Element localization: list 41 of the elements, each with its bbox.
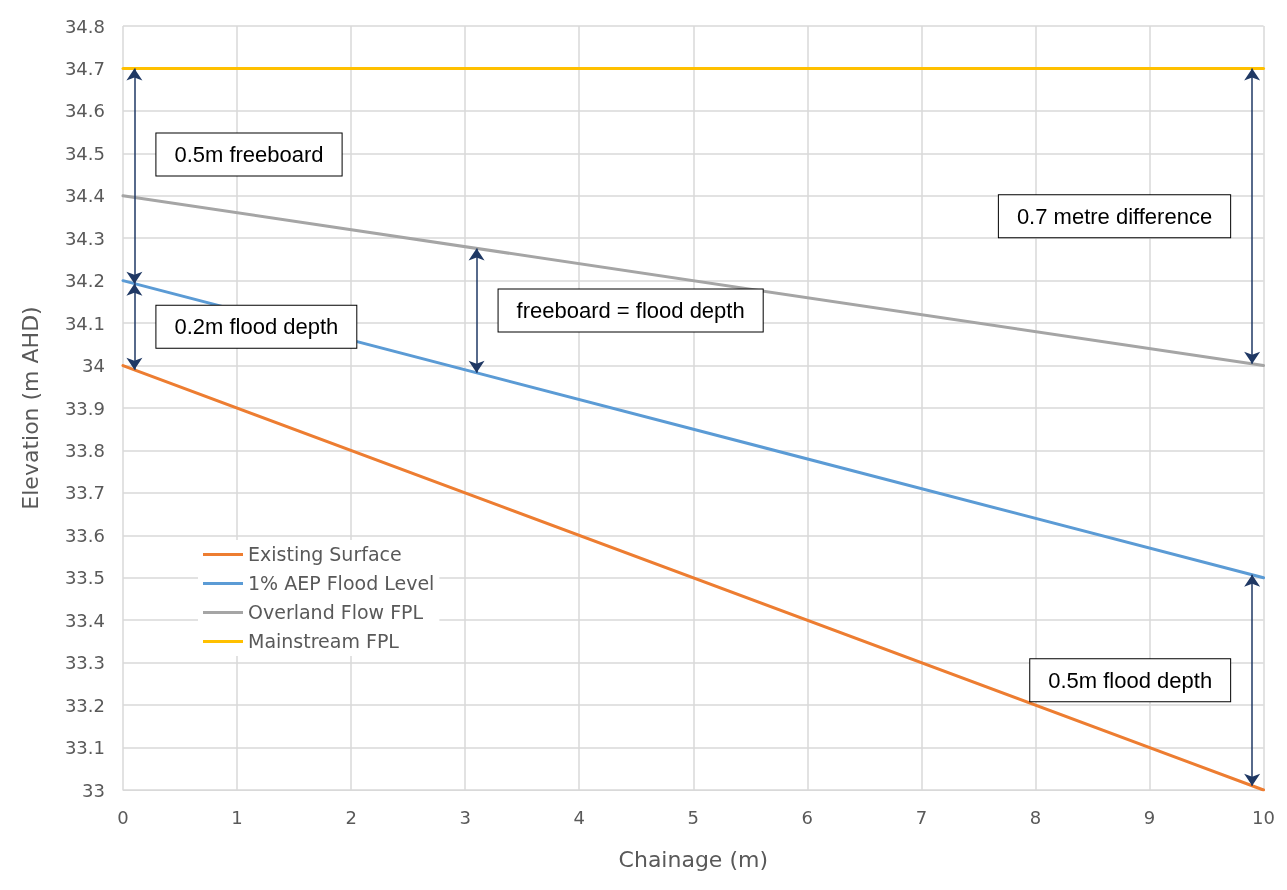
legend-label: Mainstream FPL xyxy=(248,630,400,653)
y-tick-label: 34.1 xyxy=(64,312,105,334)
x-tick-label: 7 xyxy=(915,806,928,828)
legend-label: 1% AEP Flood Level xyxy=(248,572,435,595)
x-tick-label: 8 xyxy=(1029,806,1042,828)
y-tick-label: 34.8 xyxy=(64,15,105,37)
y-axis-title: Elevation (m AHD) xyxy=(17,306,43,510)
y-tick-label: 34.3 xyxy=(64,227,105,249)
x-tick-label: 10 xyxy=(1252,806,1275,828)
annotation: 0.2m flood depth xyxy=(174,314,339,340)
y-tick-label: 33.4 xyxy=(64,609,105,631)
y-tick-label: 34.6 xyxy=(64,100,105,122)
y-tick-label: 34.2 xyxy=(64,270,105,292)
annotation: freeboard = flood depth xyxy=(516,298,745,324)
x-tick-label: 3 xyxy=(459,806,471,828)
y-tick-label: 33.7 xyxy=(64,482,105,504)
y-tick-label: 33.6 xyxy=(64,524,105,546)
y-tick-label: 34 xyxy=(82,355,105,377)
y-tick-label: 33.3 xyxy=(64,652,105,674)
y-tick-label: 33.1 xyxy=(64,737,105,759)
legend-label: Overland Flow FPL xyxy=(248,601,424,624)
y-tick-label: 33.5 xyxy=(64,567,105,589)
annotation: 0.5m freeboard xyxy=(174,142,324,168)
y-tick-label: 34.7 xyxy=(64,57,105,79)
y-tick-label: 33.2 xyxy=(64,694,105,716)
y-tick-label: 33 xyxy=(82,779,105,801)
x-tick-label: 0 xyxy=(117,806,129,828)
y-tick-label: 34.4 xyxy=(64,185,105,207)
x-tick-label: 2 xyxy=(345,806,357,828)
x-axis-title: Chainage (m) xyxy=(618,846,768,872)
x-tick-label: 9 xyxy=(1143,806,1156,828)
y-tick-label: 33.9 xyxy=(64,397,105,419)
x-tick-label: 5 xyxy=(687,806,699,828)
y-tick-label: 33.8 xyxy=(64,439,105,461)
y-tick-label: 34.5 xyxy=(64,142,105,164)
x-tick-label: 4 xyxy=(573,806,585,828)
legend-label: Existing Surface xyxy=(248,543,402,566)
annotation: 0.7 metre difference xyxy=(1016,203,1213,229)
x-tick-label: 1 xyxy=(231,806,243,828)
x-tick-label: 6 xyxy=(801,806,814,828)
annotation: 0.5m flood depth xyxy=(1048,667,1213,693)
